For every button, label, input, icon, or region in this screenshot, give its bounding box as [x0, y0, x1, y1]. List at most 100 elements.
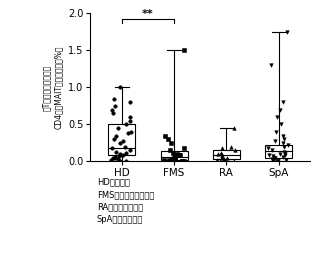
Point	[220, 153, 225, 158]
Point	[170, 157, 175, 161]
Point	[278, 108, 283, 112]
Point	[220, 155, 225, 159]
Text: **: **	[142, 9, 154, 19]
Point	[109, 146, 115, 150]
Point	[182, 48, 187, 53]
Point	[282, 144, 287, 149]
Point	[283, 153, 288, 158]
Point	[219, 150, 224, 155]
Point	[113, 150, 118, 154]
Point	[172, 158, 177, 163]
Point	[273, 156, 278, 161]
Point	[110, 108, 115, 112]
Point	[177, 153, 182, 158]
Point	[162, 158, 167, 162]
Point	[127, 119, 132, 123]
Bar	[161, 151, 188, 160]
Point	[168, 141, 173, 145]
Point	[162, 133, 168, 138]
Point	[280, 141, 286, 145]
Point	[179, 158, 184, 163]
Point	[120, 139, 126, 143]
Point	[112, 104, 118, 108]
Point	[118, 141, 123, 145]
Point	[272, 139, 277, 143]
Point	[176, 153, 181, 157]
Point	[123, 144, 128, 149]
Point	[172, 154, 178, 158]
Point	[268, 63, 273, 68]
Point	[115, 126, 120, 130]
Point	[179, 159, 184, 164]
Point	[112, 156, 117, 161]
Point	[286, 143, 291, 147]
Point	[219, 156, 224, 161]
Point	[112, 137, 117, 141]
Point	[266, 146, 271, 150]
Point	[109, 158, 114, 162]
Point	[166, 137, 171, 141]
Point	[125, 131, 130, 136]
Point	[270, 148, 275, 153]
Point	[118, 85, 123, 90]
Point	[124, 158, 129, 163]
Point	[129, 130, 134, 134]
Point	[111, 96, 116, 101]
Bar	[213, 150, 240, 159]
Point	[275, 158, 280, 163]
Point	[113, 133, 118, 138]
Point	[221, 157, 226, 161]
Point	[170, 150, 175, 155]
Point	[284, 158, 289, 162]
Bar	[265, 145, 292, 158]
Point	[111, 111, 116, 115]
Point	[275, 115, 280, 119]
Point	[115, 157, 120, 161]
Point	[281, 150, 287, 154]
Point	[278, 122, 284, 127]
Point	[113, 155, 118, 159]
Point	[266, 153, 271, 157]
Point	[118, 152, 123, 156]
Point	[271, 155, 276, 160]
Point	[282, 137, 287, 141]
Point	[127, 100, 132, 104]
Y-axis label: 全Tリンパ球に対する
CD4陽性MAIT細胞の割合（%）: 全Tリンパ球に対する CD4陽性MAIT細胞の割合（%）	[42, 46, 63, 129]
Point	[233, 148, 238, 153]
Point	[170, 157, 175, 161]
Point	[166, 158, 171, 162]
Point	[216, 152, 221, 156]
Text: HD：健常人
FMS：線維筋痛症候群
RA：関節リウマチ
SpA：脊椎関節炎: HD：健常人 FMS：線維筋痛症候群 RA：関節リウマチ SpA：脊椎関節炎	[97, 178, 154, 224]
Point	[285, 30, 290, 34]
Point	[280, 155, 285, 159]
Point	[181, 159, 186, 164]
Point	[123, 122, 128, 127]
Bar	[108, 124, 135, 155]
Point	[167, 148, 172, 153]
Point	[127, 148, 132, 153]
Point	[123, 150, 128, 155]
Point	[274, 130, 279, 134]
Point	[280, 133, 285, 138]
Point	[269, 157, 275, 161]
Point	[117, 153, 122, 158]
Point	[283, 150, 288, 155]
Point	[280, 100, 286, 104]
Point	[116, 154, 121, 158]
Point	[118, 159, 123, 164]
Point	[231, 126, 236, 130]
Point	[231, 159, 236, 164]
Point	[224, 155, 230, 160]
Point	[181, 146, 186, 150]
Point	[173, 155, 178, 159]
Point	[270, 159, 275, 164]
Point	[217, 158, 222, 163]
Point	[111, 155, 116, 160]
Point	[120, 153, 125, 157]
Point	[270, 154, 276, 158]
Point	[171, 155, 176, 160]
Point	[277, 152, 283, 156]
Point	[228, 144, 234, 149]
Point	[172, 156, 177, 161]
Point	[219, 146, 224, 150]
